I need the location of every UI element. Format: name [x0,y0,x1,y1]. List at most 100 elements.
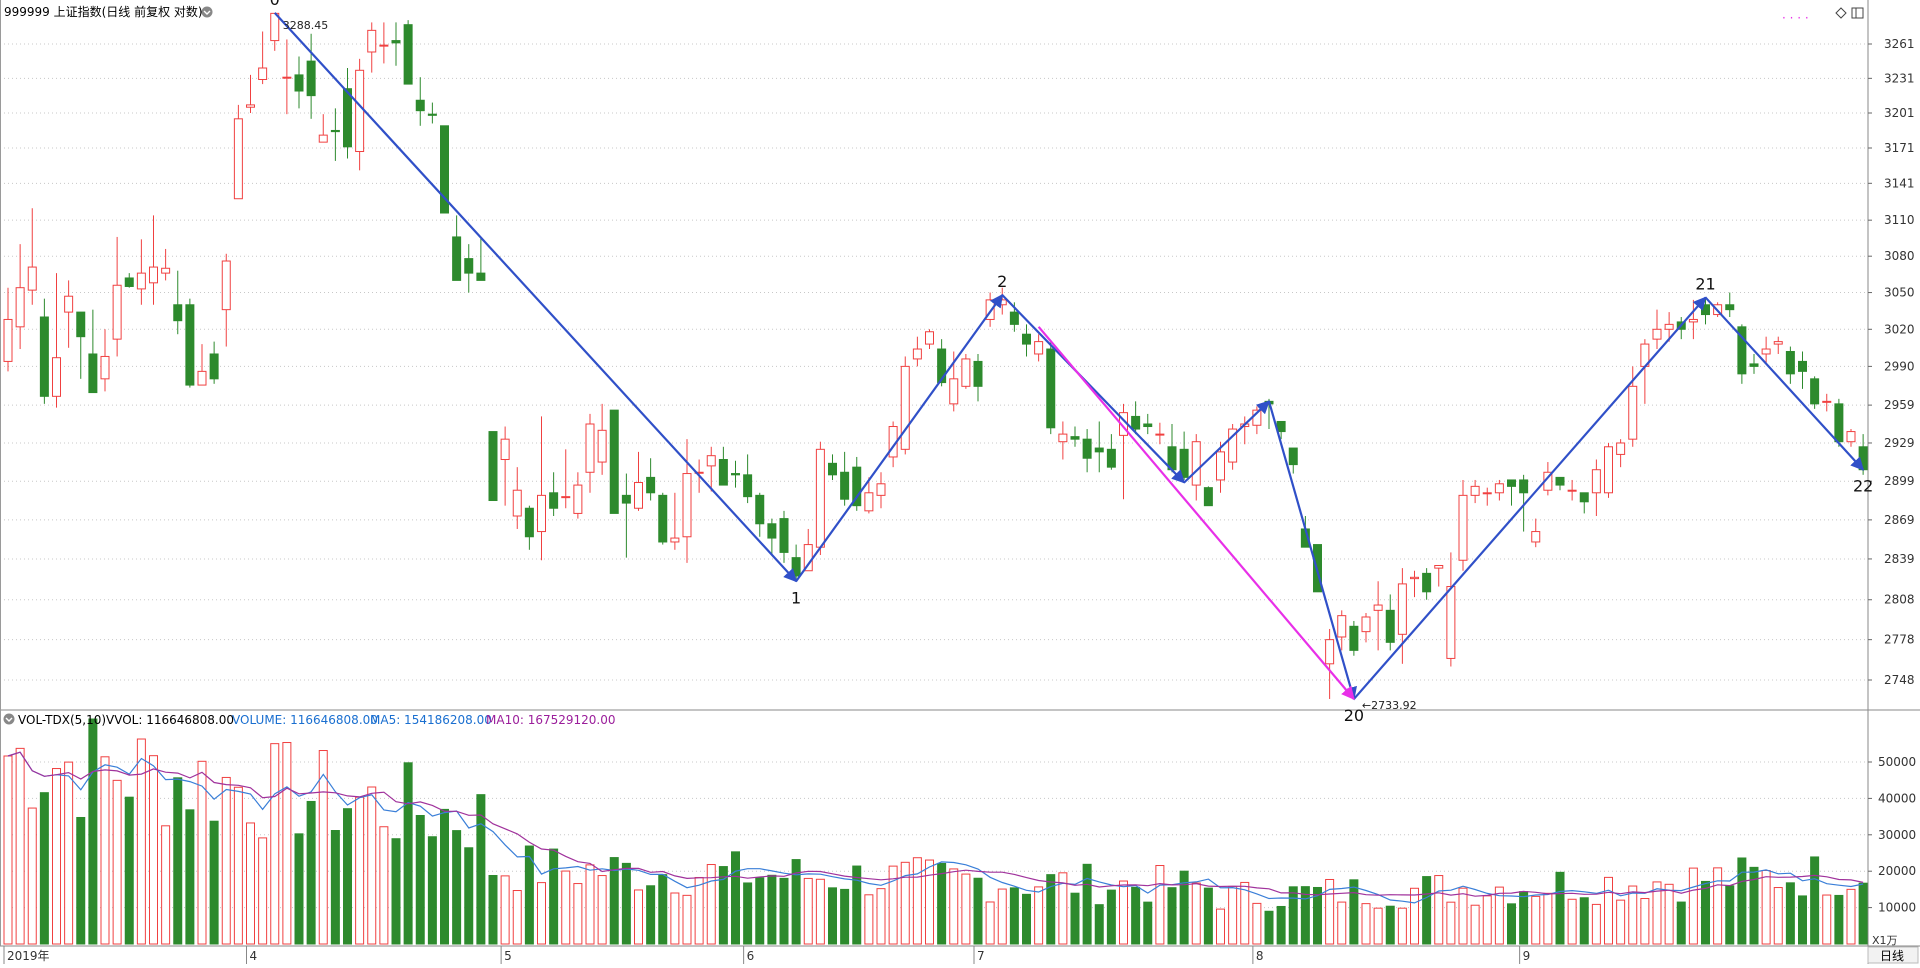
volume-bar[interactable] [1798,895,1807,945]
candle[interactable] [1749,353,1759,374]
volume-bar[interactable] [1034,886,1044,945]
candle[interactable] [1822,393,1832,412]
candle[interactable] [1688,299,1698,340]
volume-bar[interactable] [452,830,462,945]
volume-bar[interactable] [3,755,13,945]
volume-bar[interactable] [1652,881,1662,945]
volume-bar[interactable] [1701,880,1710,945]
candle[interactable] [197,344,207,386]
candle[interactable] [1034,334,1044,362]
candle[interactable] [900,356,910,455]
candle[interactable] [1616,439,1626,468]
candle[interactable] [318,114,328,143]
volume-bar[interactable] [1179,870,1189,945]
candle[interactable] [634,451,643,511]
volume-bar[interactable] [864,894,874,945]
volume-bar[interactable] [1228,885,1238,945]
volume-bar[interactable] [767,874,777,945]
volume-bar[interactable] [500,875,510,945]
volume-bar[interactable] [537,882,546,945]
volume-bar[interactable] [476,794,486,945]
volume-bar[interactable] [246,822,255,945]
candle[interactable] [209,341,219,384]
candle[interactable] [828,454,837,480]
volume-bar[interactable] [1106,889,1116,945]
volume-bar[interactable] [1397,907,1407,945]
volume-bar[interactable] [634,889,643,945]
volume-bar[interactable] [646,885,656,945]
candle[interactable] [1519,474,1529,532]
candle[interactable] [1761,336,1771,364]
candle[interactable] [15,244,25,350]
volume-bar[interactable] [1167,887,1177,945]
candle[interactable] [1191,434,1201,501]
candle[interactable] [149,215,158,305]
volume-bar[interactable] [1058,872,1068,945]
candle[interactable] [3,287,13,372]
volume-bar[interactable] [1203,887,1213,945]
candle[interactable] [1082,429,1092,473]
candle[interactable] [1410,570,1419,598]
volume-bar[interactable] [1009,887,1019,945]
volume-bar[interactable] [415,814,425,945]
volume-bar[interactable] [961,873,971,945]
candle[interactable] [233,104,243,200]
chevron-down-circle-icon[interactable] [201,6,213,18]
candle[interactable] [246,74,255,114]
period-button[interactable]: 日线 [1867,946,1919,964]
candle[interactable] [1216,441,1225,493]
volume-bar[interactable] [852,865,862,945]
candle[interactable] [1385,594,1395,651]
candle[interactable] [488,431,498,502]
volume-bar[interactable] [330,830,340,945]
volume-bar[interactable] [791,859,801,945]
candle[interactable] [1155,422,1165,445]
volume-bar[interactable] [1822,894,1832,945]
volume-bar[interactable] [88,718,98,945]
candle[interactable] [330,108,340,161]
volume-bar[interactable] [1494,886,1504,945]
candle[interactable] [912,336,922,367]
candle[interactable] [621,473,631,558]
volume-bar[interactable] [282,742,292,945]
volume-bar[interactable] [815,878,825,945]
candle[interactable] [270,12,280,51]
candle[interactable] [1288,447,1298,474]
candle[interactable] [537,416,546,561]
candle[interactable] [1337,610,1347,651]
candle[interactable] [355,58,365,171]
candle[interactable] [112,236,122,357]
volume-bar[interactable] [1240,881,1250,945]
candle[interactable] [294,56,304,109]
volume-bar[interactable] [1482,895,1492,945]
volume-bar[interactable] [1676,901,1686,945]
volume-bar[interactable] [1785,882,1795,945]
candle[interactable] [1810,376,1820,409]
candle[interactable] [731,460,740,488]
volume-bar[interactable] [52,768,61,945]
volume-bar[interactable] [876,888,886,945]
volume-bar[interactable] [15,747,25,945]
volume-bar[interactable] [803,877,813,945]
volume-bar[interactable] [258,837,268,945]
volume-bar[interactable] [573,883,583,945]
volume-bar[interactable] [1082,863,1092,945]
candle[interactable] [367,22,377,73]
candle[interactable] [1106,434,1116,470]
candle[interactable] [1349,620,1359,656]
volume-bar[interactable] [76,816,86,945]
volume-bar[interactable] [973,877,983,945]
volume-bar[interactable] [1325,878,1335,945]
volume-bar[interactable] [64,761,74,945]
candle[interactable] [997,287,1007,315]
volume-bar[interactable] [1737,857,1747,945]
volume-bar[interactable] [100,756,110,945]
candle[interactable] [1167,423,1177,473]
volume-bar[interactable] [1349,879,1359,945]
volume-bar[interactable] [621,862,631,945]
volume-bar[interactable] [355,796,365,945]
volume-bar[interactable] [585,864,595,945]
candle[interactable] [1022,324,1031,357]
volume-bar[interactable] [1313,886,1322,945]
volume-bar[interactable] [1688,867,1698,945]
